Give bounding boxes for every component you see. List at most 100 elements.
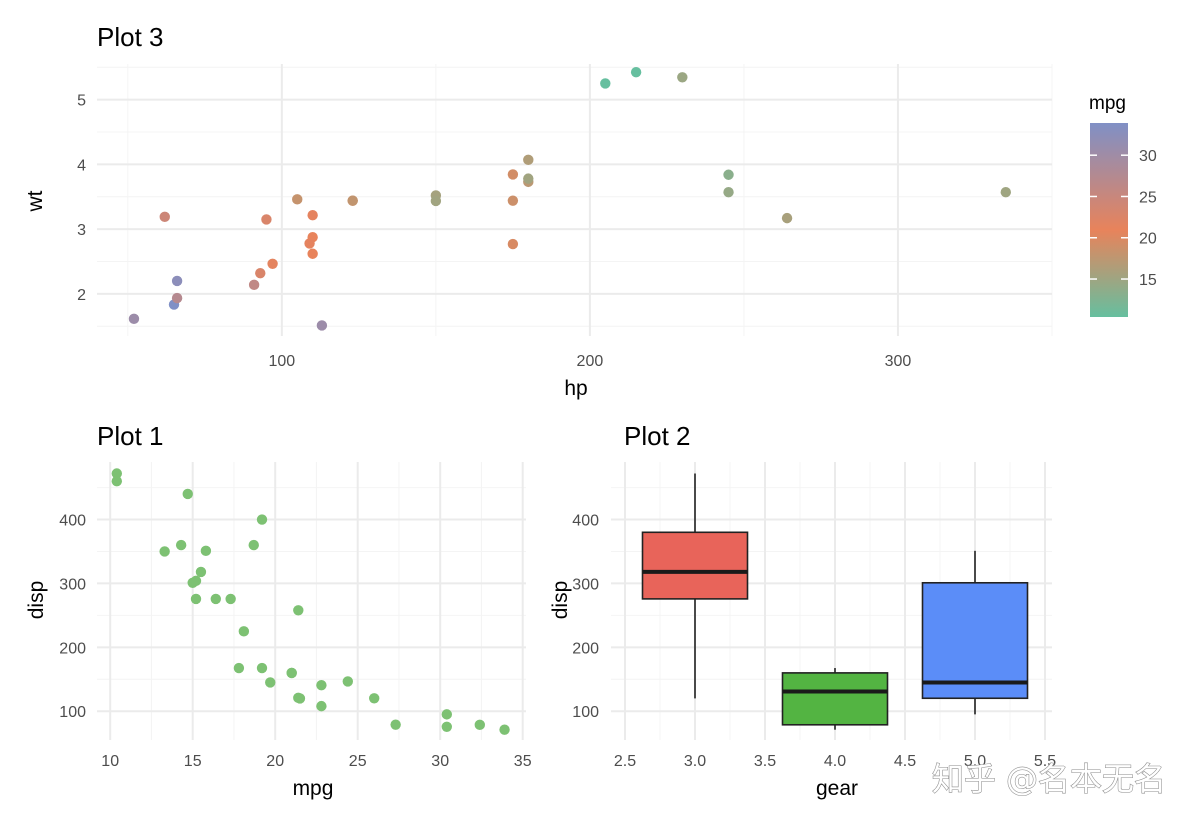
plot1-y-axis-title: disp [25,581,48,620]
legend-colorbar [1090,123,1128,317]
plot1-point [390,719,401,730]
legend-tick-label: 20 [1139,231,1157,248]
plot1-point [316,700,327,712]
legend-tick-label: 15 [1139,272,1157,289]
plot3-y-tick-label: 3 [77,222,86,239]
plot1-point [474,719,485,731]
plot3-y-tick-label: 4 [77,157,86,174]
plot1-panel: Plot 1 10 15 20 25 30 35 100 200 300 400 mpg dis… [25,421,532,800]
plot3-x-tick-label: 300 [885,353,912,370]
plot2-y-tick-label: 100 [572,704,599,721]
plot1-point [342,676,353,687]
plot1-grid [97,462,526,740]
plot3-point [128,313,140,325]
plot2-x-axis-title: gear [816,777,858,800]
plot2-x-tick-label: 5.5 [1034,753,1056,770]
plot2-y-ticks: 100 200 300 400 [572,513,599,722]
plot1-x-tick-label: 10 [101,753,119,770]
plot3-point [255,267,266,279]
plot1-point [187,577,198,588]
plot3-point [267,258,278,269]
plot1-point [182,488,193,500]
box-gear-3 [641,473,749,699]
watermark-text: 知乎 @名本无名 [932,760,1166,798]
plot1-point [286,667,297,679]
plot3-point [781,212,793,224]
plot1-x-tick-label: 20 [266,753,284,770]
legend-tick-label: 25 [1139,189,1157,206]
plot3-point [523,154,534,166]
plot3-point [307,210,318,221]
plot3-point [347,195,358,206]
plot3-title: Plot 3 [97,22,164,52]
plot1-point [265,677,276,688]
plot3-x-ticks: 100 200 300 [268,353,911,370]
legend-ticks: 15 20 25 30 [1090,148,1157,289]
plot2-x-tick-label: 3.0 [684,753,706,770]
plot2-y-axis-title: disp [549,581,572,620]
plot2-x-tick-label: 3.5 [754,753,776,770]
plot3-points [128,66,1011,331]
mpg-legend: mpg 15 20 25 30 [1089,93,1157,317]
plot2-y-tick-label: 400 [572,513,599,530]
plot3-point [159,211,170,223]
plot3-y-tick-label: 2 [77,287,86,304]
plot1-point [233,662,245,674]
plot3-point [507,195,519,206]
plot1-point [200,545,212,557]
plot2-panel: Plot 2 2.5 3.0 3.5 4.0 4.5 5.0 5.5 100 200 300 40… [549,421,1056,800]
plot3-point [1000,187,1011,198]
plot1-y-ticks: 100 200 300 400 [59,513,86,722]
plot3-point [292,194,303,205]
plot3-point [523,173,534,184]
plot1-x-tick-label: 30 [431,753,449,770]
box-body [921,581,1029,700]
plot1-y-tick-label: 100 [59,704,86,721]
plot3-x-axis-title: hp [564,377,587,400]
plot1-point [499,724,510,735]
plot3-point [307,248,318,259]
plot3-point [261,214,272,225]
plot3-y-axis-title: wt [24,190,47,212]
plot3-x-tick-label: 200 [577,353,604,370]
plot3-grid [97,64,1053,336]
plot3-point [630,66,642,78]
plot1-point [256,514,268,525]
plot1-point [195,566,207,578]
plot1-title: Plot 1 [97,421,164,451]
box-gear-5 [921,550,1029,715]
plot2-y-tick-label: 200 [572,640,599,657]
plot3-point [171,275,183,287]
plot3-point [316,320,328,331]
legend-tick-label: 30 [1139,148,1157,165]
plot1-point [111,468,123,479]
plot1-points [111,468,510,735]
plot3-point [430,195,442,207]
plot1-point [111,475,123,487]
plot3-point [171,292,183,304]
plot3-point [723,169,734,180]
plot1-point [225,593,236,605]
plot2-title: Plot 2 [624,421,691,451]
plot3-x-tick-label: 100 [268,353,295,370]
plot1-x-tick-label: 25 [349,753,367,770]
box-body [641,531,749,600]
plot1-point [441,709,452,720]
plot3-y-tick-label: 5 [77,93,86,110]
plot3-point [304,238,315,249]
plot2-x-tick-label: 5.0 [964,753,986,770]
plot1-y-tick-label: 400 [59,513,86,530]
plot3-point [507,169,519,180]
plot3-point [600,78,611,89]
plot1-point [159,546,170,557]
plot1-point [175,539,187,551]
plot1-y-tick-label: 300 [59,576,86,593]
plot1-point [238,626,250,637]
plot1-x-ticks: 10 15 20 25 30 35 [101,753,531,770]
plot1-point [293,605,304,616]
plot3-point [677,72,688,83]
box-gear-4 [781,668,889,730]
plot1-point [256,662,268,674]
plot1-x-tick-label: 35 [514,753,532,770]
